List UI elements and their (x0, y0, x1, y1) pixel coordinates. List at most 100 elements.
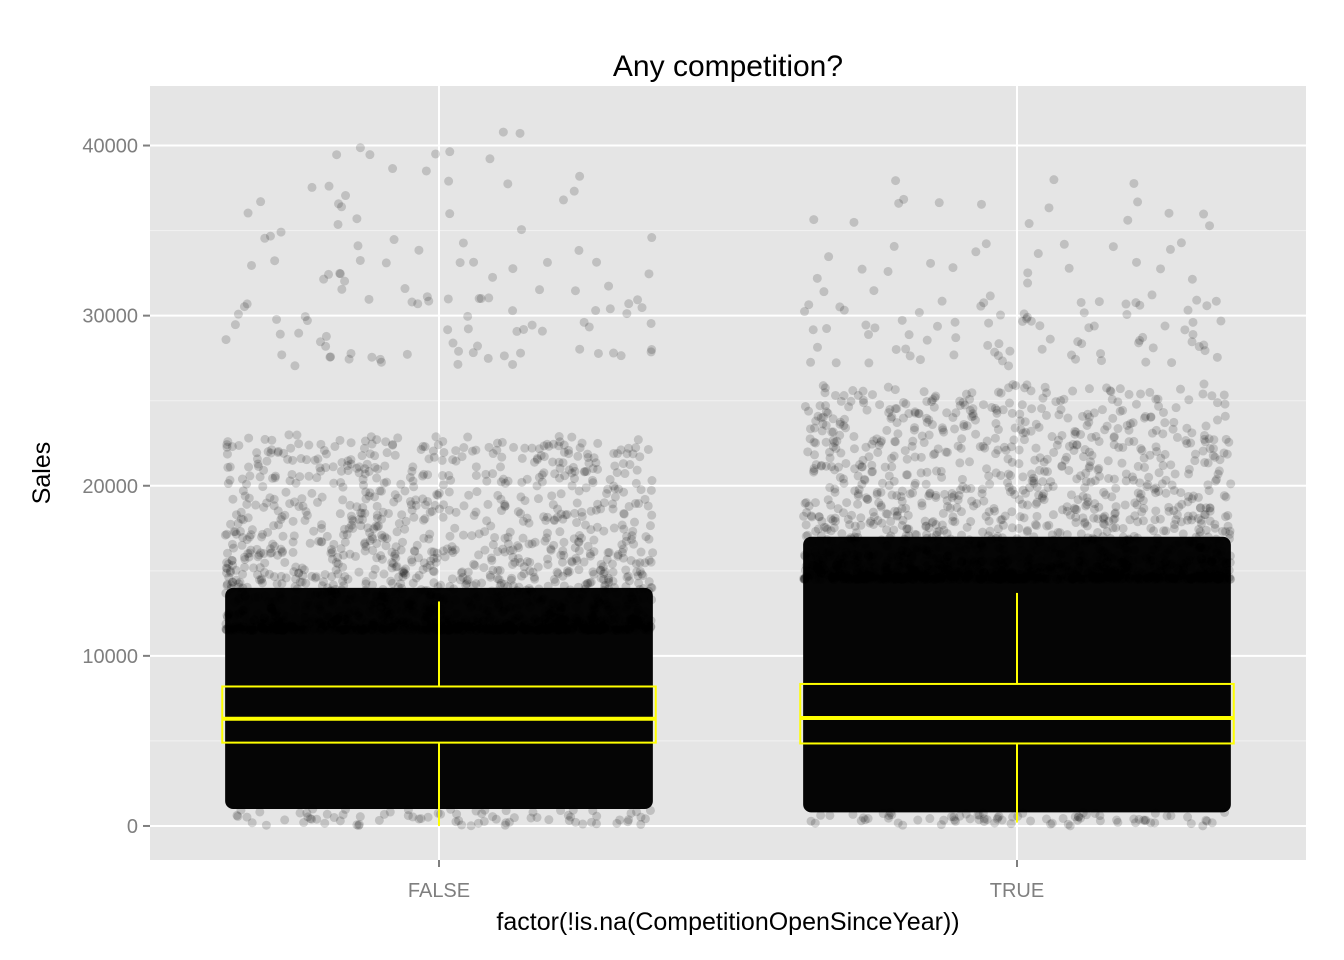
data-point (359, 625, 369, 635)
data-point (499, 622, 509, 632)
data-point (399, 568, 409, 578)
data-point (1084, 384, 1094, 394)
data-point (450, 545, 460, 555)
data-point (567, 432, 577, 442)
x-axis: FALSE TRUE (408, 860, 1044, 902)
data-point (301, 600, 311, 610)
data-point (640, 494, 650, 504)
data-point (534, 444, 544, 454)
data-point (567, 468, 577, 478)
data-point (316, 625, 326, 635)
data-point (297, 563, 307, 573)
data-point (276, 621, 286, 631)
data-point (864, 330, 874, 340)
data-point (239, 625, 249, 635)
data-point (227, 623, 237, 633)
data-point (475, 624, 485, 634)
data-point (1007, 567, 1017, 577)
data-point (634, 578, 644, 588)
data-point (246, 545, 256, 555)
data-point (498, 595, 508, 605)
data-point (342, 599, 352, 609)
data-point (528, 807, 538, 817)
data-point (1027, 404, 1037, 414)
data-point (512, 603, 522, 613)
data-point (519, 324, 529, 334)
data-point (358, 475, 368, 485)
data-point (228, 625, 238, 635)
data-point (558, 514, 568, 524)
data-point (641, 622, 651, 632)
data-point (596, 504, 606, 514)
data-point (976, 301, 986, 311)
data-point (469, 559, 479, 569)
data-point (396, 479, 406, 489)
data-point (586, 577, 596, 587)
data-point (621, 565, 631, 575)
data-point (332, 615, 342, 625)
data-point (1048, 563, 1058, 573)
data-point (256, 548, 266, 558)
data-point (509, 442, 519, 452)
data-point (587, 817, 597, 827)
data-point (273, 520, 283, 530)
data-point (288, 622, 298, 632)
data-point (277, 594, 287, 604)
data-point (335, 606, 345, 616)
data-point (387, 622, 397, 632)
data-point (339, 614, 349, 624)
data-point (623, 817, 633, 827)
data-point (240, 611, 250, 621)
data-point (599, 569, 609, 579)
data-point (495, 566, 505, 576)
data-point (457, 625, 467, 635)
data-point (358, 625, 368, 635)
data-point (527, 623, 537, 633)
data-point (371, 521, 381, 531)
data-point (570, 286, 580, 296)
data-point (273, 446, 283, 456)
data-point (524, 583, 534, 593)
data-point (444, 625, 454, 635)
data-point (445, 531, 455, 541)
data-point (559, 537, 569, 547)
data-point (466, 624, 476, 634)
data-point (555, 527, 565, 537)
data-point (471, 445, 481, 455)
data-point (554, 617, 564, 627)
data-point (1018, 808, 1028, 818)
data-point (539, 468, 549, 478)
data-point (819, 287, 829, 297)
data-point (390, 450, 400, 460)
data-point (452, 619, 462, 629)
data-point (610, 625, 620, 635)
data-point (408, 812, 418, 822)
data-point (525, 557, 535, 567)
data-point (644, 625, 654, 635)
data-point (1147, 290, 1157, 300)
data-point (567, 623, 577, 633)
data-point (593, 438, 603, 448)
data-point (431, 149, 441, 159)
data-point (826, 526, 836, 536)
data-point (1094, 297, 1104, 307)
data-point (348, 523, 358, 533)
data-point (457, 625, 467, 635)
data-point (996, 310, 1006, 320)
data-point (387, 563, 397, 573)
data-point (361, 623, 371, 633)
data-point (1178, 529, 1188, 539)
data-point (635, 558, 645, 568)
data-point (1121, 299, 1131, 309)
data-point (442, 625, 452, 635)
data-point (867, 390, 877, 400)
data-point (537, 595, 547, 605)
data-point (906, 573, 916, 583)
data-point (317, 492, 327, 502)
data-point (253, 592, 263, 602)
data-point (1046, 477, 1056, 487)
data-point (539, 614, 549, 624)
data-point (994, 387, 1004, 397)
data-point (612, 468, 622, 478)
data-point (555, 625, 565, 635)
